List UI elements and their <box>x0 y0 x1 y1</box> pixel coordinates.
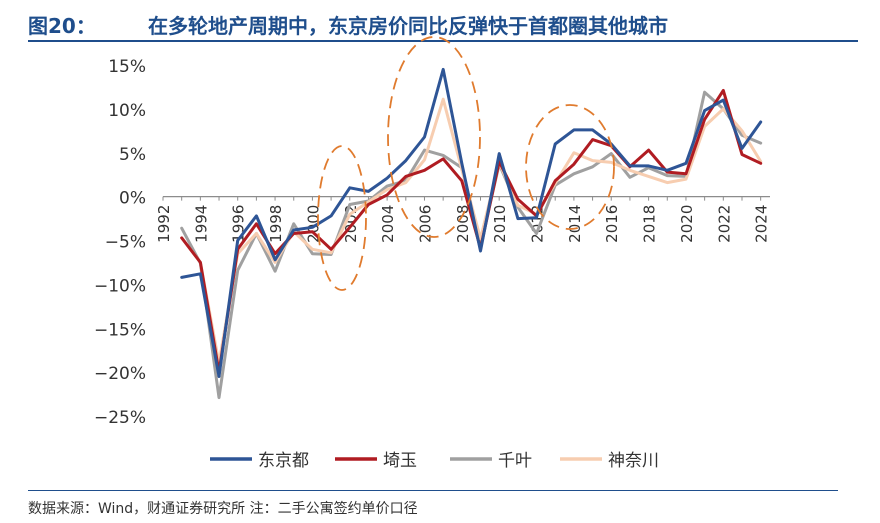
x-axis: 1992 1994 1996 1998 2000 2002 2004 2006 2008 2010… <box>155 195 771 243</box>
y-tick-label: −20% <box>94 364 146 384</box>
series-lines <box>180 67 763 400</box>
y-axis-labels: 15% 10% 5% 0% −5% −10% −15% −20% −25% <box>94 57 146 428</box>
x-tick-label: 2006 <box>416 205 434 243</box>
y-tick-label: 15% <box>108 57 146 77</box>
legend-label: 东京都 <box>258 451 309 471</box>
annotation-ellipse-2014 <box>525 104 615 230</box>
y-tick-label: 10% <box>108 101 146 121</box>
annotation-ellipses <box>317 36 615 291</box>
figure-title-bar: 图20： 在多轮地产周期中，东京房价同比反弹快于首都圈其他城市 <box>28 8 858 42</box>
x-tick-label: 1992 <box>155 205 173 243</box>
x-tick-label: 2018 <box>641 205 659 243</box>
footer-divider <box>28 490 838 491</box>
legend: 东京都 埼玉 千叶 神奈川 <box>210 451 659 471</box>
x-tick-label: 2020 <box>678 205 696 243</box>
series-line-1 <box>180 67 763 378</box>
figure-title: 在多轮地产周期中，东京房价同比反弹快于首都圈其他城市 <box>148 14 668 38</box>
legend-label: 神奈川 <box>608 451 659 471</box>
y-tick-label: −15% <box>94 320 146 340</box>
x-tick-label: 1994 <box>192 205 210 243</box>
x-tick-label: 2022 <box>715 205 733 243</box>
y-tick-label: 5% <box>119 145 146 165</box>
x-tick-label: 2008 <box>454 205 472 243</box>
y-tick-label: −5% <box>105 233 146 253</box>
x-tick-label: 2014 <box>566 205 584 243</box>
legend-label: 千叶 <box>498 451 532 471</box>
x-tick-label: 1998 <box>267 205 285 243</box>
y-tick-label: −10% <box>94 276 146 296</box>
y-tick-label: −25% <box>94 408 146 428</box>
annotation-ellipse-2007 <box>387 36 481 238</box>
x-tick-label: 2004 <box>379 205 397 243</box>
x-tick-label: 2024 <box>753 205 771 243</box>
annotation-ellipse-2002 <box>317 145 367 291</box>
x-tick-label: 2016 <box>603 205 621 243</box>
legend-label: 埼玉 <box>383 451 417 471</box>
x-tick-label: 2010 <box>491 205 509 243</box>
source-note: 数据来源：Wind，财通证券研究所 注：二手公寓签约单价口径 <box>28 501 418 517</box>
y-tick-label: 0% <box>119 189 146 209</box>
figure-number: 图20： <box>28 14 96 38</box>
